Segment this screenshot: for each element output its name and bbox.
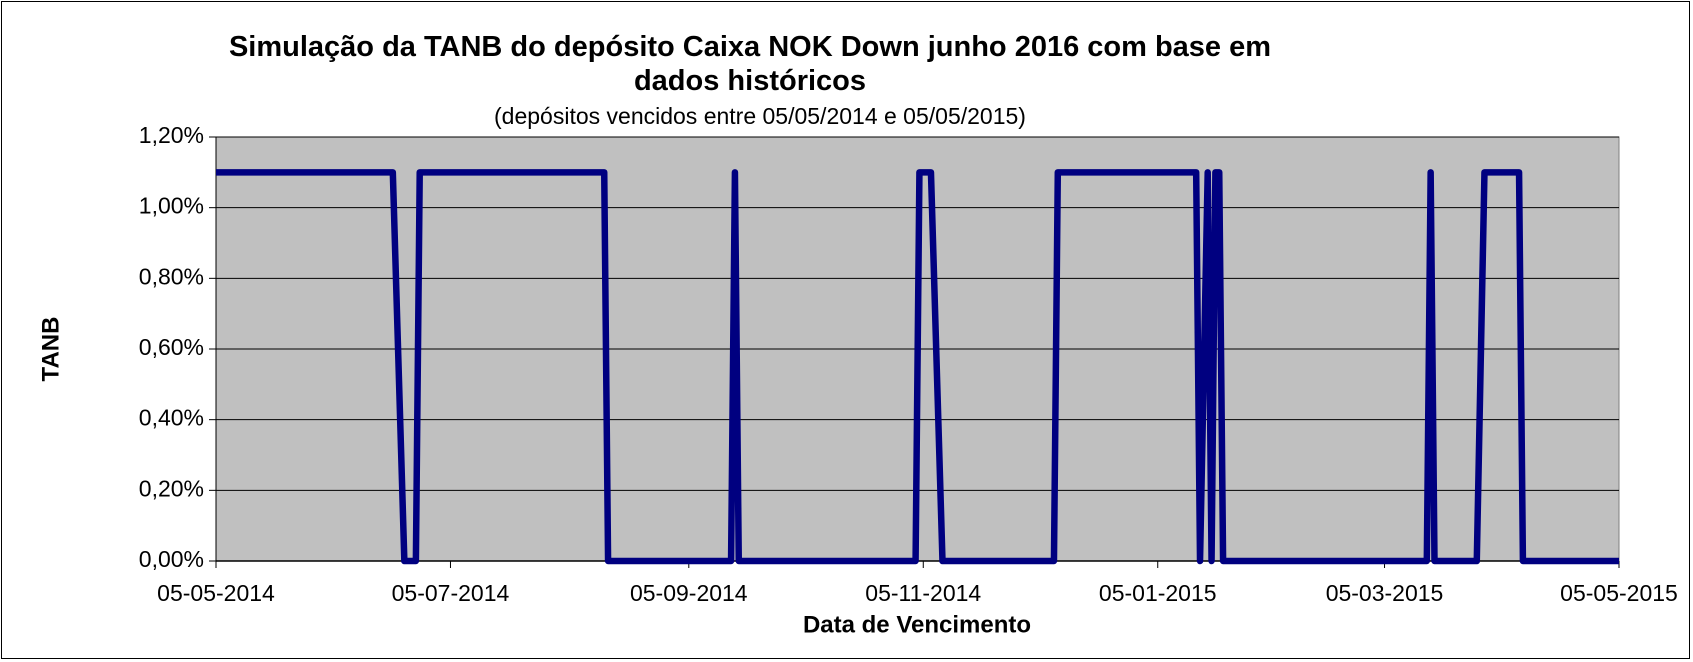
y-tick-label: 0,60%	[139, 334, 204, 360]
x-tick-label: 05-01-2015	[1099, 580, 1217, 606]
y-tick-label: 1,20%	[139, 122, 204, 148]
chart-title: Simulação da TANB do depósito Caixa NOK …	[228, 31, 1272, 97]
x-tick-label: 05-11-2014	[865, 580, 981, 606]
x-tick-label: 05-09-2014	[630, 580, 748, 606]
x-tick-label: 05-05-2015	[1560, 580, 1678, 606]
x-tick-label: 05-07-2014	[392, 580, 510, 606]
y-tick-label: 0,20%	[139, 475, 204, 501]
line-series	[216, 169, 1619, 565]
y-tick-label: 0,40%	[139, 405, 204, 431]
chart-subtitle: (depósitos vencidos entre 05/05/2014 e 0…	[494, 103, 1026, 129]
y-tick-label: 0,00%	[139, 546, 204, 572]
x-axis-label: Data de Vencimento	[803, 611, 1031, 638]
y-tick-label: 1,00%	[139, 193, 204, 219]
y-tick-label: 0,80%	[139, 263, 204, 289]
x-tick-label: 05-03-2015	[1326, 580, 1444, 606]
y-axis-label: TANB	[37, 317, 64, 382]
x-tick-label: 05-05-2014	[157, 580, 275, 606]
